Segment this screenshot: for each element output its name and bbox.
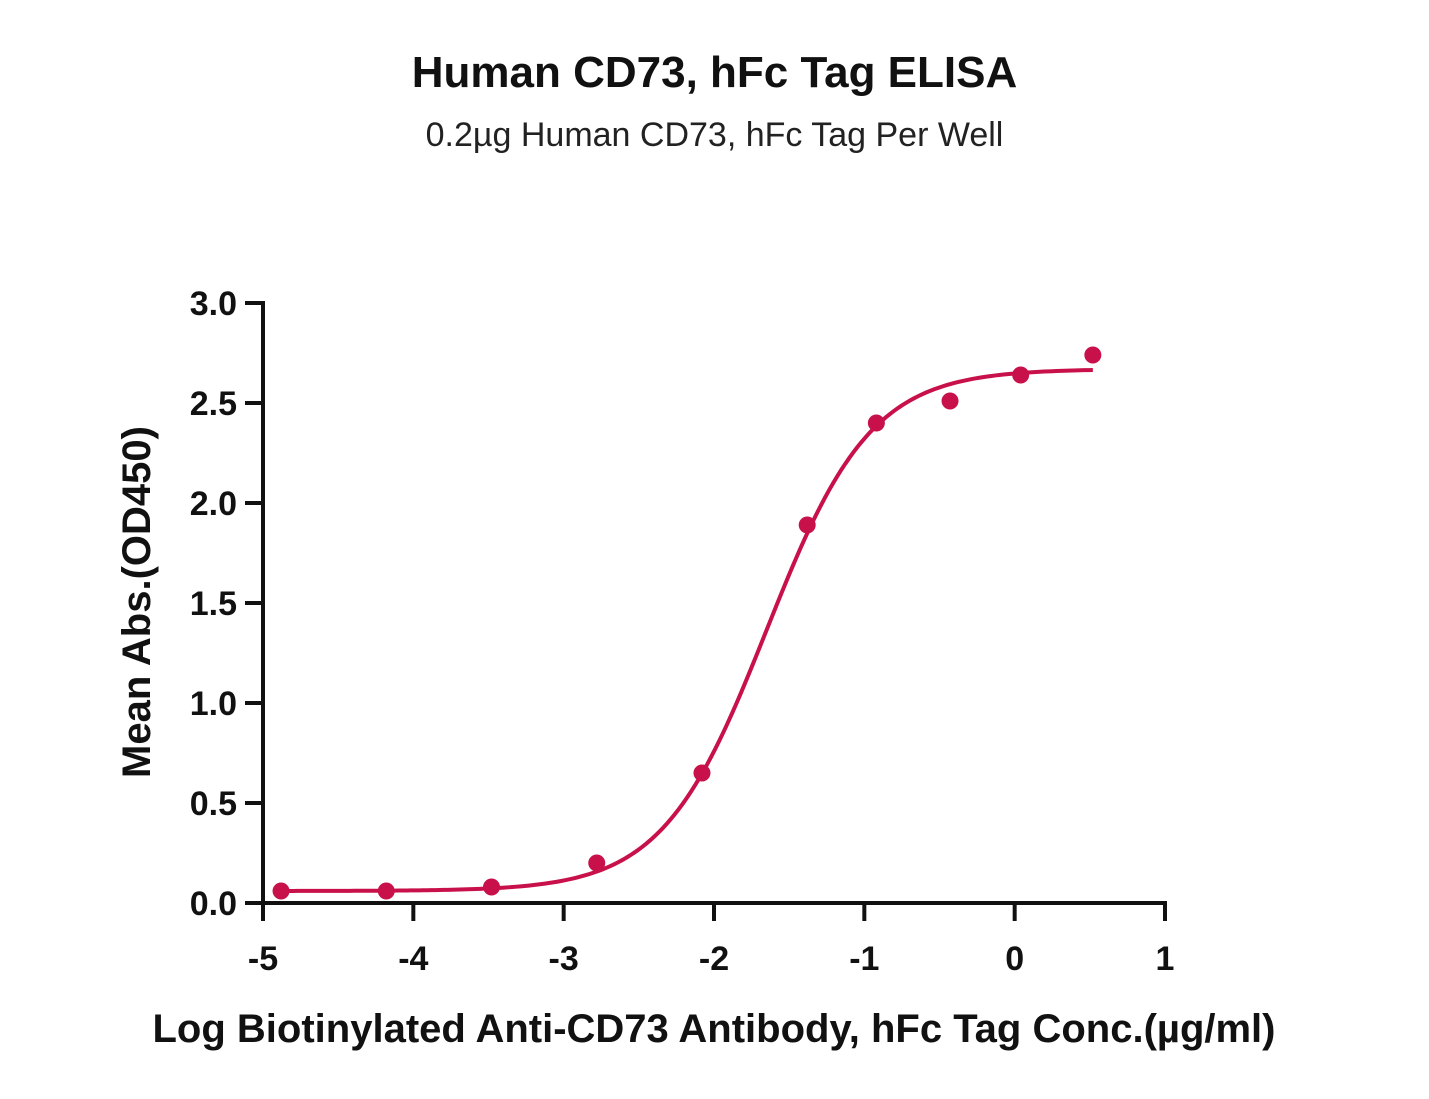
y-tick-label: 3.0 bbox=[190, 285, 237, 323]
y-tick-label: 1.5 bbox=[190, 585, 237, 623]
data-point bbox=[941, 392, 959, 410]
y-tick-label: 2.5 bbox=[190, 385, 237, 423]
data-point bbox=[867, 414, 885, 432]
x-tick-label: -5 bbox=[248, 940, 278, 978]
data-point bbox=[798, 516, 816, 534]
x-tick-label: -4 bbox=[398, 940, 428, 978]
axes bbox=[261, 301, 1167, 905]
y-tick-label: 0.0 bbox=[190, 885, 237, 923]
y-tick-label: 1.0 bbox=[190, 685, 237, 723]
data-point bbox=[272, 882, 290, 900]
x-tick-label: -2 bbox=[699, 940, 729, 978]
fit-curve-group bbox=[281, 368, 1093, 893]
chart-subtitle: 0.2µg Human CD73, hFc Tag Per Well bbox=[425, 116, 1004, 154]
y-axis-title: Mean Abs.(OD450) bbox=[115, 426, 159, 778]
data-point bbox=[588, 854, 606, 872]
chart-title: Human CD73, hFc Tag ELISA bbox=[411, 48, 1018, 97]
data-point bbox=[693, 764, 711, 782]
x-tick-label: 0 bbox=[1005, 940, 1024, 978]
data-point bbox=[1084, 346, 1102, 364]
x-tick-label: -1 bbox=[849, 940, 879, 978]
data-point bbox=[377, 882, 395, 900]
y-tick-label: 0.5 bbox=[190, 785, 237, 823]
y-tick-label: 2.0 bbox=[190, 485, 237, 523]
x-axis-title: Log Biotinylated Anti-CD73 Antibody, hFc… bbox=[153, 1007, 1276, 1051]
data-points bbox=[272, 346, 1102, 900]
ticks: 0.0 0.5 1.0 1.5 2.0 2.5 3.0 -5 -4 -3 -2 -1 0 1 bbox=[190, 285, 1175, 978]
x-tick-label: 1 bbox=[1156, 940, 1175, 978]
fit-curve bbox=[281, 368, 1093, 893]
data-point bbox=[483, 878, 501, 896]
x-tick-label: -3 bbox=[549, 940, 579, 978]
data-point bbox=[1012, 366, 1030, 384]
